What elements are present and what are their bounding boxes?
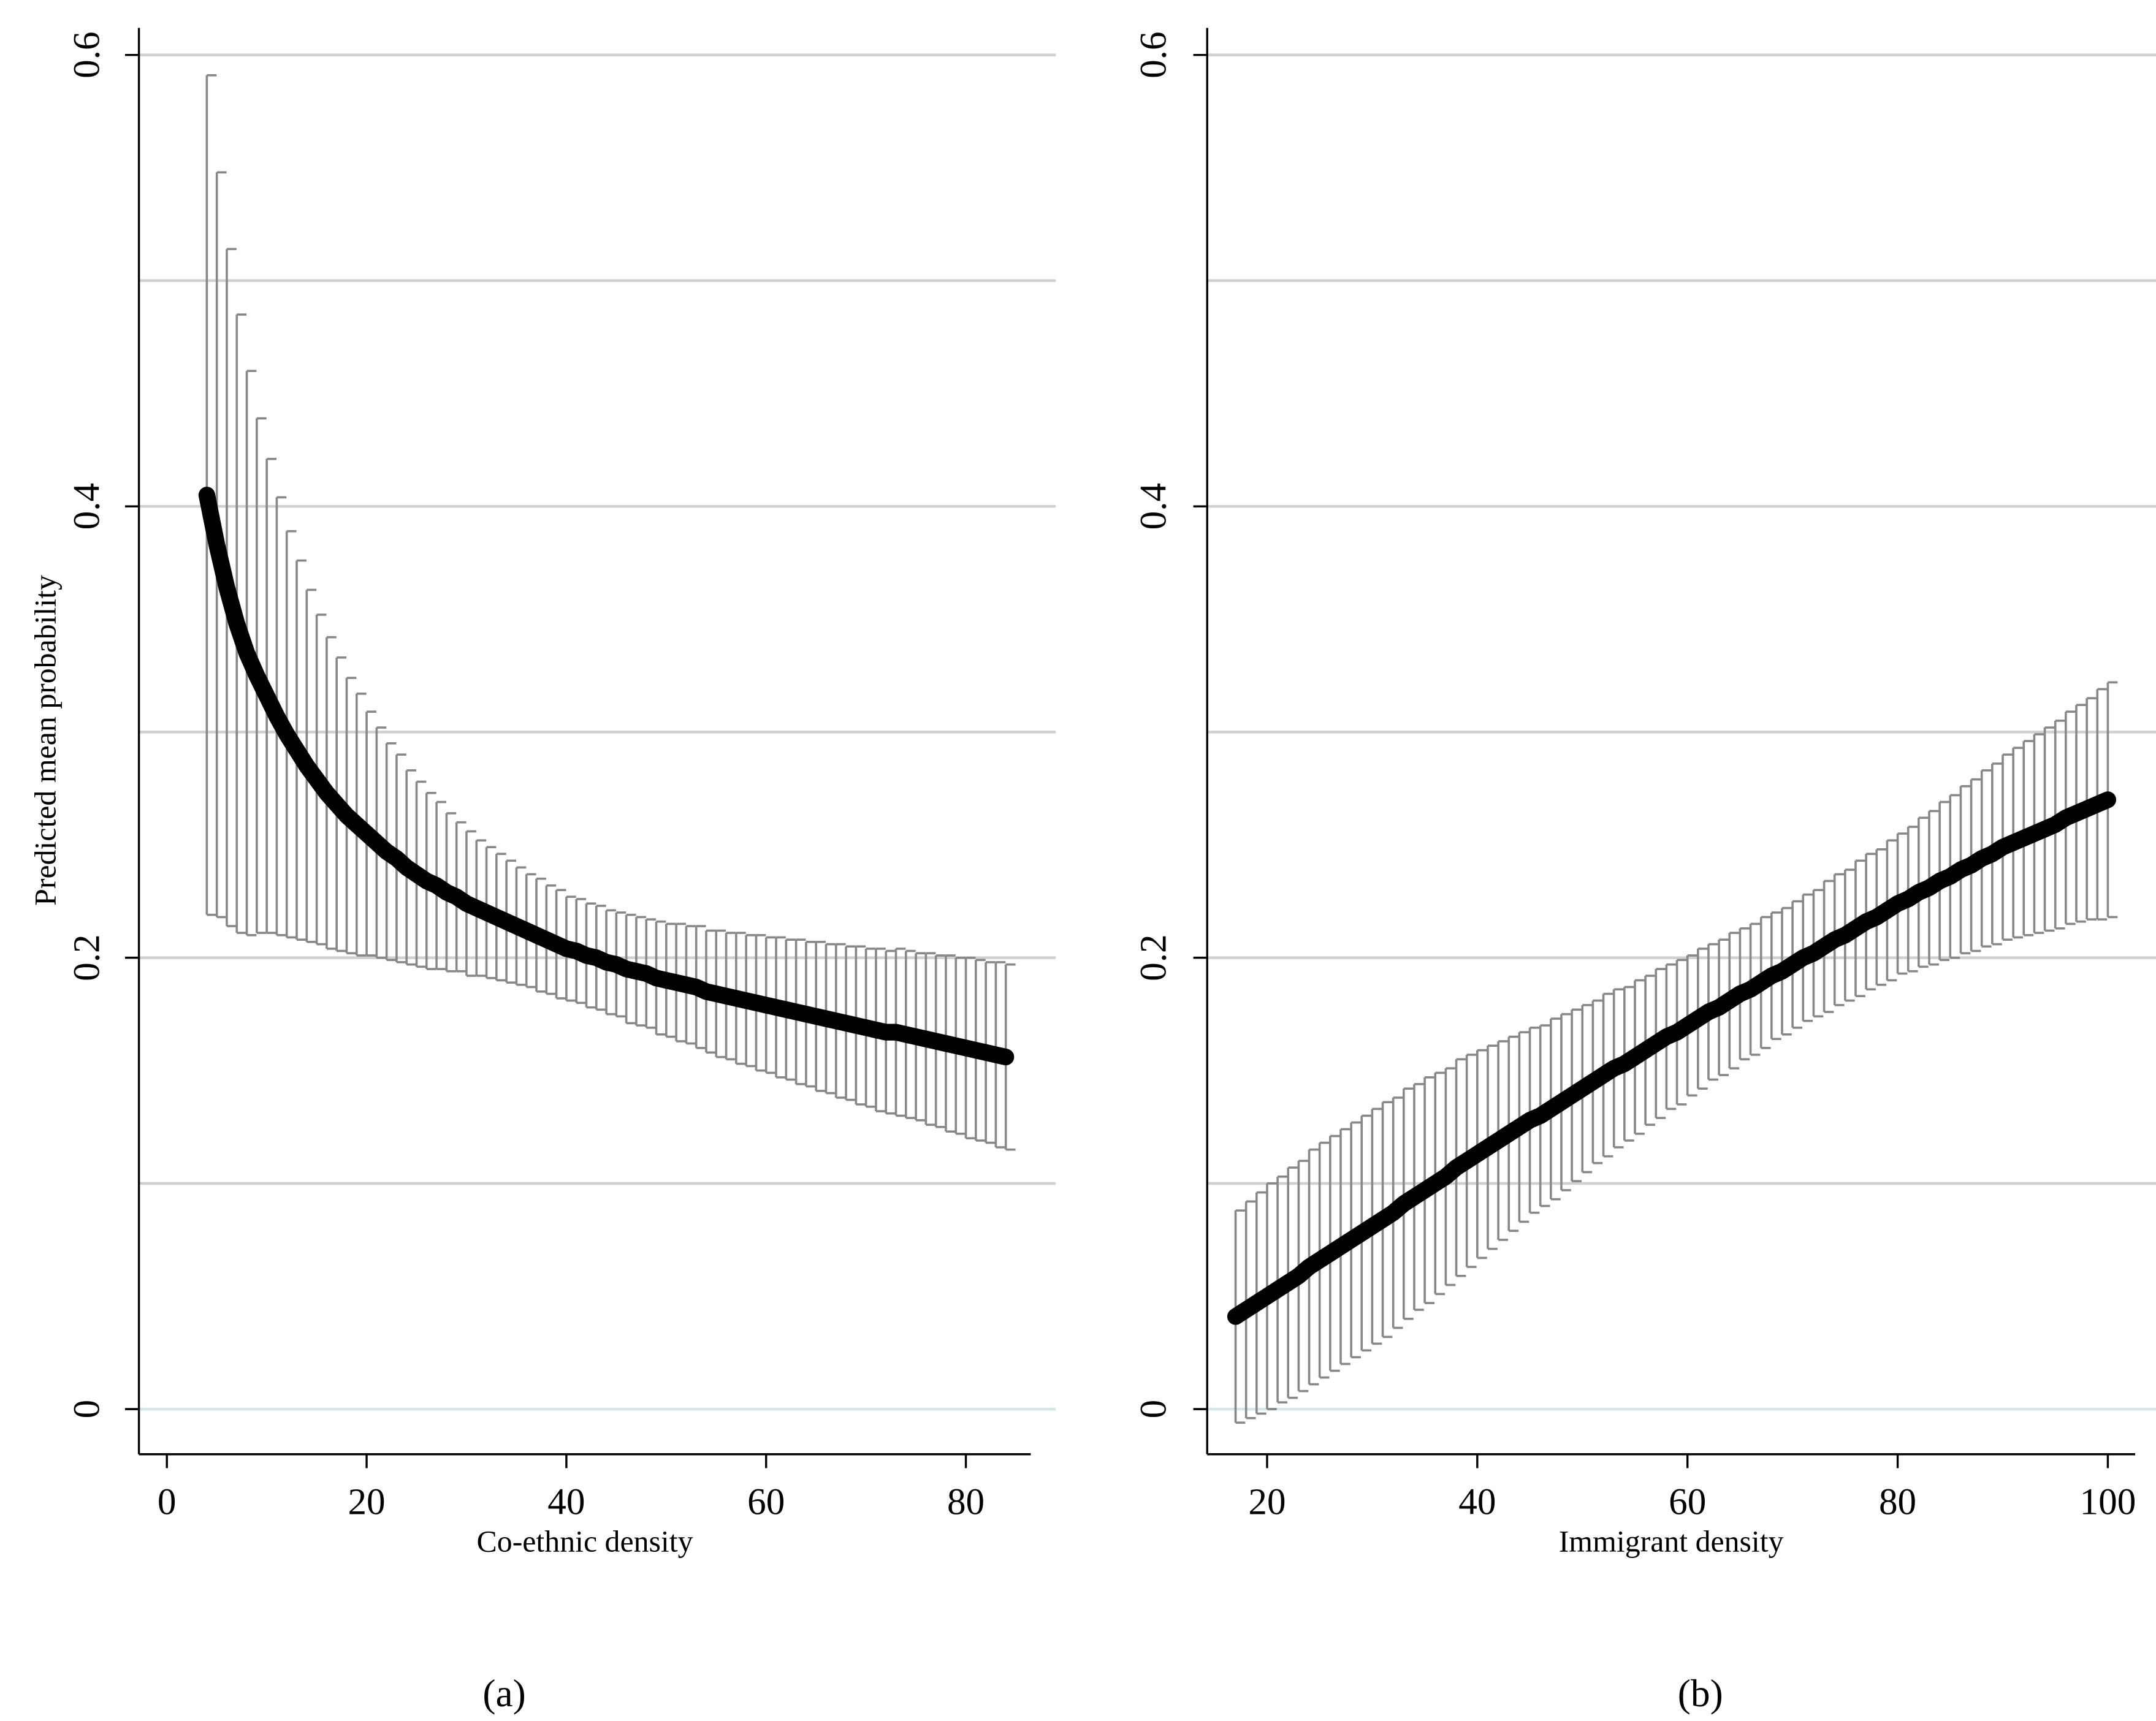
- x-tick-label: 60: [1669, 1481, 1706, 1523]
- y-tick-label: 0.4: [1133, 483, 1175, 530]
- x-tick-label: 40: [1458, 1481, 1496, 1523]
- x-tick-label: 60: [747, 1481, 785, 1523]
- x-tick-label: 80: [1879, 1481, 1916, 1523]
- mean-line: [198, 487, 1015, 1066]
- mean-line: [1227, 791, 2117, 1325]
- panel-caption: (a): [482, 1671, 525, 1715]
- x-axis-label: Immigrant density: [1559, 1524, 1784, 1558]
- y-axis-label: Predicted mean probability: [29, 575, 63, 906]
- x-tick-label: 40: [547, 1481, 585, 1523]
- y-tick-label: 0.6: [1133, 31, 1175, 78]
- x-tick-label: 100: [2080, 1481, 2136, 1523]
- y-tick-label: 0.2: [66, 934, 107, 981]
- x-tick-label: 20: [348, 1481, 385, 1523]
- y-tick-label: 0.6: [66, 31, 107, 78]
- x-axis-label: Co-ethnic density: [477, 1524, 693, 1558]
- x-tick-label: 20: [1248, 1481, 1286, 1523]
- x-tick-label: 80: [947, 1481, 985, 1523]
- y-tick-label: 0.2: [1133, 934, 1175, 981]
- y-tick-label: 0.4: [66, 483, 107, 530]
- panel-caption: (b): [1678, 1671, 1723, 1715]
- y-tick-label: 0: [1133, 1400, 1175, 1419]
- x-tick-label: 0: [158, 1481, 177, 1523]
- y-tick-label: 0: [66, 1400, 107, 1419]
